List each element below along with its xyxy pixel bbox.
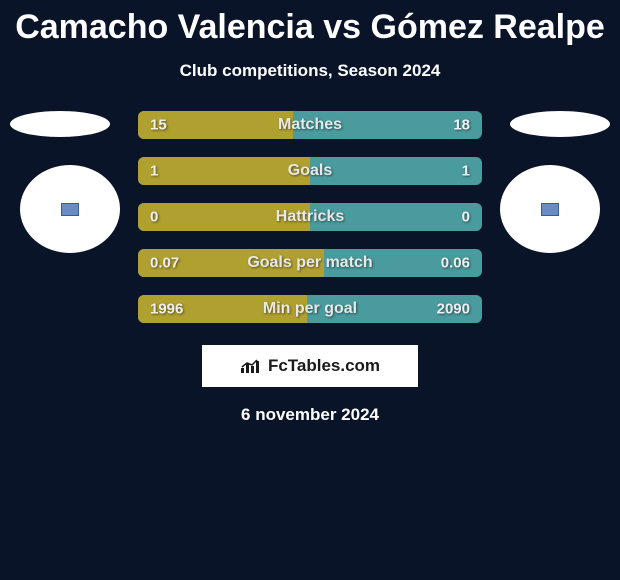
chart-icon — [240, 358, 262, 374]
brand-text: FcTables.com — [268, 356, 380, 376]
stat-value-right: 0.06 — [441, 255, 470, 272]
stat-label: Goals — [288, 162, 332, 180]
page-title: Camacho Valencia vs Gómez Realpe — [0, 0, 620, 47]
subtitle: Club competitions, Season 2024 — [0, 61, 620, 81]
stat-value-left: 15 — [150, 117, 167, 134]
player-right-ellipse — [510, 111, 610, 137]
player-left-ellipse — [10, 111, 110, 137]
stat-value-left: 1 — [150, 163, 158, 180]
stat-value-right: 0 — [462, 209, 470, 226]
stat-row: 1 Goals 1 — [138, 157, 482, 185]
stat-label: Min per goal — [263, 300, 357, 318]
stat-value-right: 1 — [462, 163, 470, 180]
stat-row: 0 Hattricks 0 — [138, 203, 482, 231]
flag-icon — [541, 203, 559, 216]
player-left-badge — [20, 165, 120, 253]
stat-label: Goals per match — [247, 254, 372, 272]
stat-value-right: 18 — [453, 117, 470, 134]
stat-row: 15 Matches 18 — [138, 111, 482, 139]
stat-row: 0.07 Goals per match 0.06 — [138, 249, 482, 277]
stat-value-right: 2090 — [437, 301, 470, 318]
stat-value-left: 0.07 — [150, 255, 179, 272]
flag-icon — [61, 203, 79, 216]
stat-row: 1996 Min per goal 2090 — [138, 295, 482, 323]
player-right-badge — [500, 165, 600, 253]
stat-label: Hattricks — [276, 208, 344, 226]
stat-value-left: 0 — [150, 209, 158, 226]
stat-fill — [138, 157, 310, 185]
comparison-content: 15 Matches 18 1 Goals 1 0 Hattricks 0 0.… — [0, 111, 620, 425]
stats-bars: 15 Matches 18 1 Goals 1 0 Hattricks 0 0.… — [138, 111, 482, 323]
date-text: 6 november 2024 — [0, 405, 620, 425]
stat-label: Matches — [278, 116, 342, 134]
brand-badge: FcTables.com — [202, 345, 418, 387]
stat-value-left: 1996 — [150, 301, 183, 318]
